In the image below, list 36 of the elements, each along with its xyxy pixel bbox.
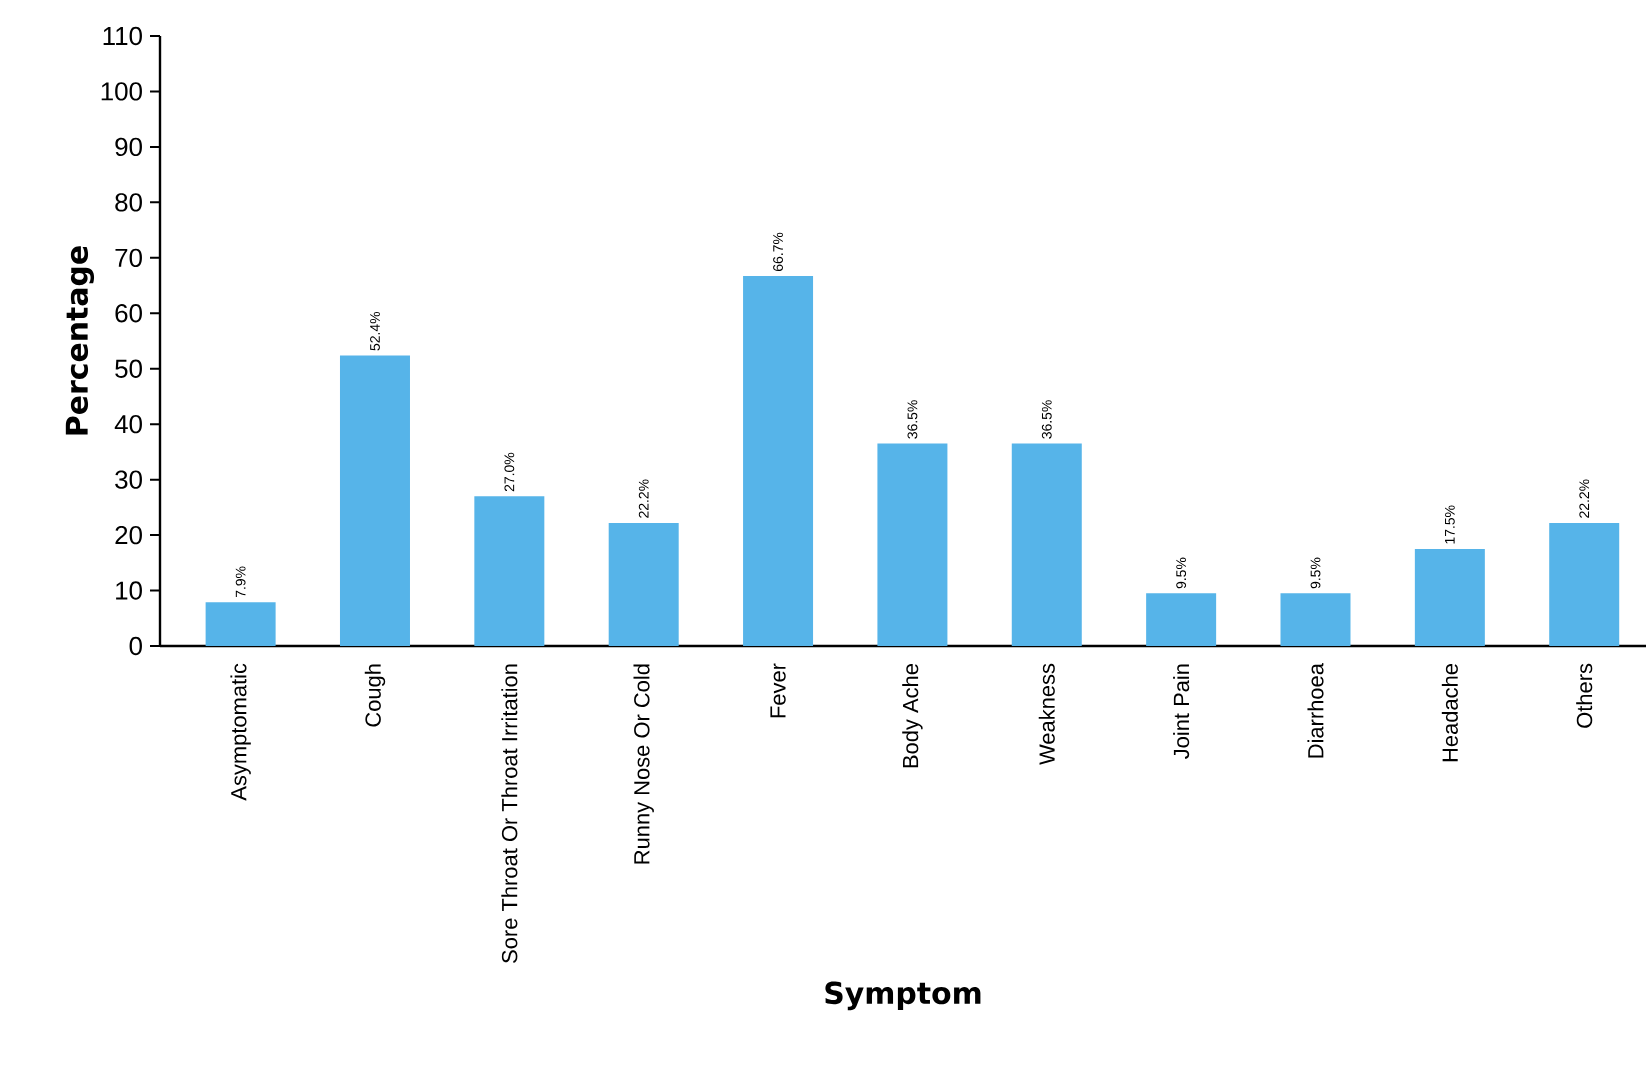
x-tick-label: Body Ache: [902, 664, 923, 768]
y-tick-label: 40: [114, 415, 142, 434]
x-tick-label: Others: [1576, 663, 1593, 728]
bar: [339, 355, 410, 646]
y-tick-label: 70: [115, 248, 142, 267]
bar: [877, 443, 948, 646]
y-tick-label: 0: [129, 636, 142, 656]
y-tick-label: 30: [115, 470, 142, 489]
bar: [1146, 593, 1217, 646]
bar: [205, 602, 276, 646]
y-tick-label: 100: [101, 82, 142, 101]
y-tick-label: 60: [115, 304, 142, 323]
bar: [1011, 443, 1082, 646]
x-tick-label: Weakness: [1038, 663, 1055, 765]
y-tick-label: 80: [115, 193, 142, 212]
x-tick-label: Asymptomatic: [230, 663, 251, 801]
x-tick-label: Fever: [770, 663, 786, 718]
bar: [743, 276, 814, 646]
x-tick-label: Runny Nose Or Cold: [633, 664, 654, 864]
bar: [1414, 548, 1485, 646]
y-axis-title: Percentage: [65, 246, 95, 435]
y-tick-label: 10: [116, 581, 142, 600]
bar: [1549, 522, 1620, 646]
x-tick-label: Diarrhoea: [1307, 663, 1324, 758]
bar: [474, 496, 545, 646]
y-tick-label: 50: [115, 359, 142, 378]
x-tick-label: Joint Pain: [1173, 664, 1190, 759]
y-tick-label: 110: [103, 26, 142, 46]
y-tick-label: 20: [115, 525, 142, 545]
y-tick-label: 90: [115, 137, 142, 157]
bar: [1280, 593, 1351, 646]
x-tick-label: Cough: [364, 664, 386, 727]
x-tick-label: Headache: [1441, 664, 1458, 762]
x-axis-title: Symptom: [825, 981, 981, 1011]
x-tick-label: Sore Throat Or Throat Irritation: [501, 664, 518, 963]
bar: [608, 522, 679, 646]
